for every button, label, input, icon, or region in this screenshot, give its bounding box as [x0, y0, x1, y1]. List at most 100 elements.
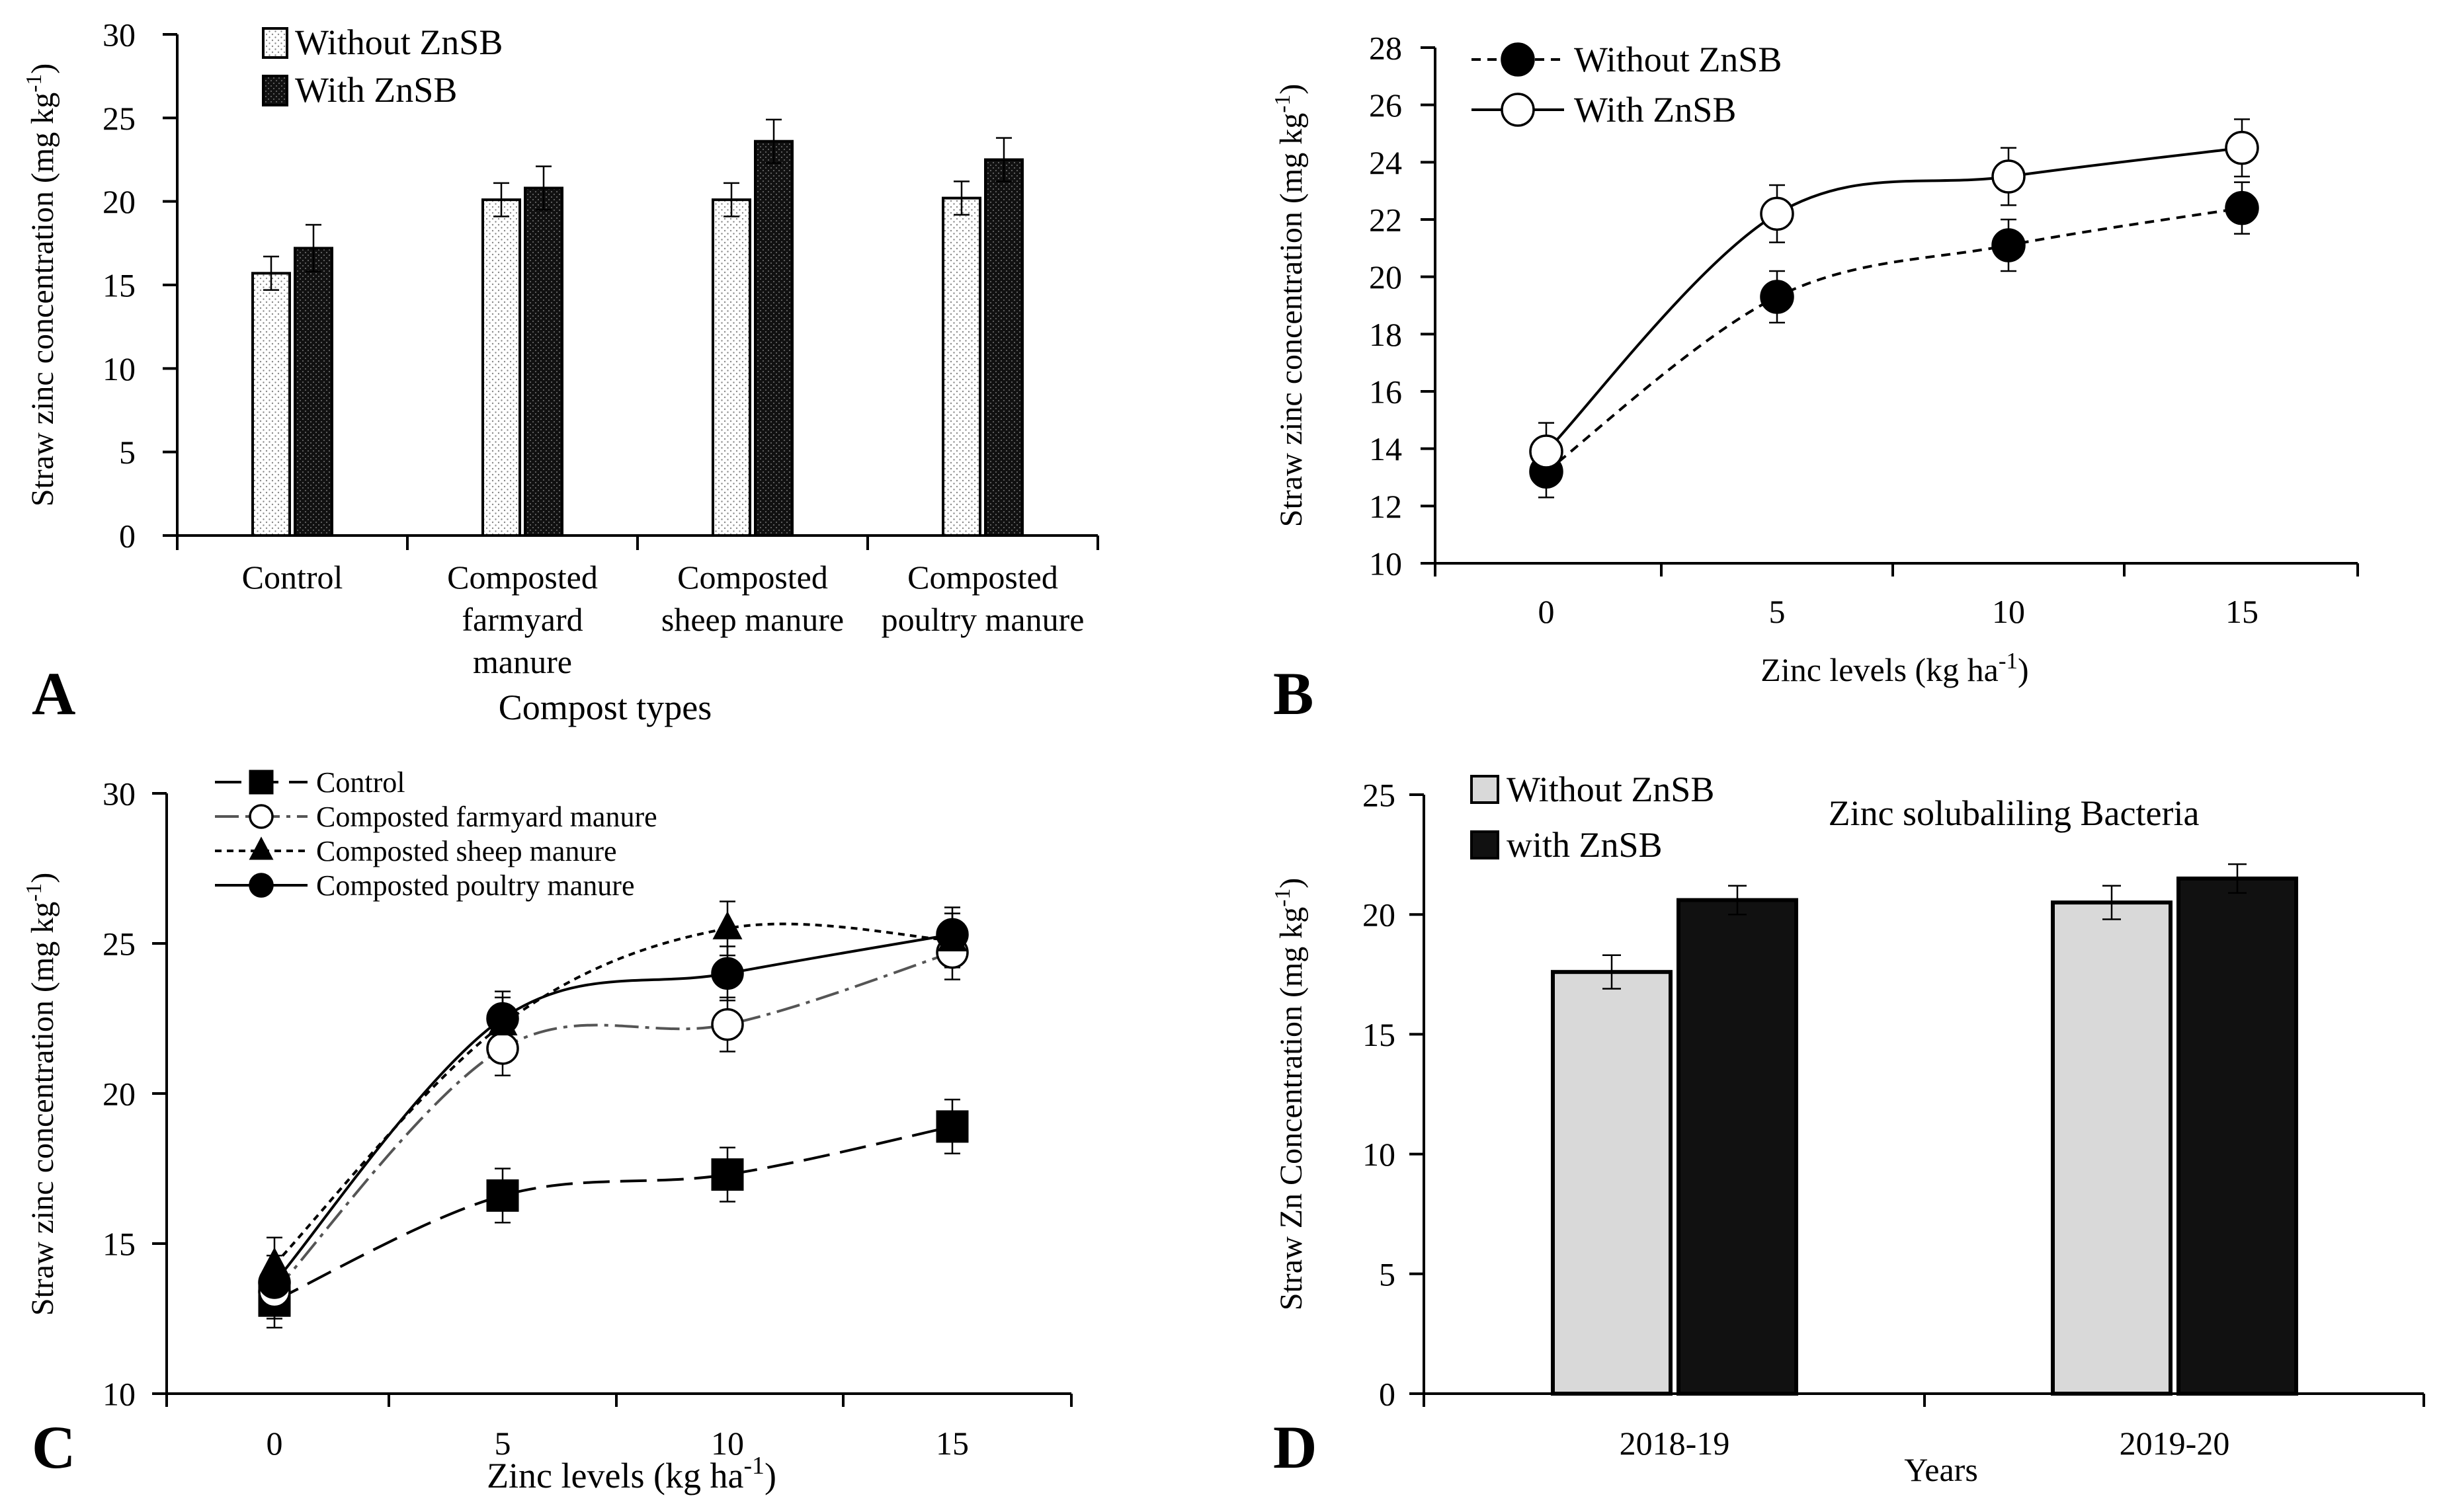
- data-point: [1991, 159, 2026, 194]
- panel-label-b: B: [1273, 660, 1313, 727]
- data-point-control: [711, 1158, 744, 1191]
- x-tick-label: 15: [936, 1425, 969, 1462]
- data-point-sheep-manure: [712, 911, 743, 939]
- bar-without-znsb: [1551, 970, 1673, 1396]
- y-tick-label: 28: [1369, 30, 1402, 67]
- y-tick-label: 0: [119, 518, 136, 555]
- bar-without-znsb: [712, 198, 751, 537]
- panel-c-line-chart: 10 15 20 25 30 0 5 10 15 Zinc levels (kg ha-1) Str…: [22, 766, 1073, 1495]
- y-tick-label: 22: [1369, 202, 1402, 239]
- x-tick-label: 2019-20: [2120, 1425, 2230, 1462]
- bar-with-znsb: [754, 139, 794, 537]
- y-tick-label: 15: [1362, 1016, 1395, 1053]
- data-point-poultry-manure: [258, 1266, 291, 1299]
- legend-swatch-with-znsb: [262, 75, 288, 106]
- bar-without-znsb: [251, 272, 291, 537]
- bar-without-znsb: [942, 196, 981, 537]
- legend-swatch-without-znsb: [262, 27, 288, 59]
- y-tick-label: 20: [1362, 896, 1395, 934]
- legend-marker-farmyard-manure: [249, 804, 274, 829]
- data-point-farmyard-manure: [711, 1008, 744, 1041]
- legend-label: Without ZnSB: [295, 22, 503, 62]
- panel-a-bar-chart: 0 5 10 15 20 25 30 Control Composted farmyard manu…: [22, 17, 1099, 727]
- y-tick-label: 30: [103, 776, 136, 813]
- x-tick-label: poultry manure: [882, 601, 1085, 638]
- y-tick-label: 5: [1379, 1255, 1395, 1293]
- x-tick-label: Composted: [447, 559, 598, 596]
- x-tick-label: 15: [2225, 593, 2258, 630]
- data-point: [2225, 130, 2259, 165]
- data-point-poultry-manure: [711, 957, 744, 990]
- legend-label: Control: [316, 766, 405, 799]
- series-line-with-znsb: [1545, 146, 2243, 453]
- y-tick-label: 10: [1362, 1136, 1395, 1173]
- legend-swatch-without-znsb: [1470, 775, 1499, 804]
- y-tick-label: 18: [1369, 316, 1402, 353]
- legend-marker-control: [249, 770, 274, 795]
- y-tick-label: 5: [119, 434, 136, 471]
- x-tick-label: 0: [267, 1425, 283, 1462]
- panel-d-bar-chart: 0 5 10 15 20 25 2018-19 2019-20 Years Straw Zn Co…: [1270, 770, 2425, 1488]
- bar-with-znsb: [524, 186, 563, 537]
- x-tick-label: 10: [711, 1425, 744, 1462]
- y-tick-label: 25: [103, 100, 136, 137]
- panel-label-d: D: [1273, 1413, 1317, 1481]
- y-tick-label: 26: [1369, 87, 1402, 124]
- x-tick-label: 5: [495, 1425, 511, 1462]
- legend-label: Composted poultry manure: [316, 869, 635, 902]
- legend-label: with ZnSB: [1507, 825, 1663, 865]
- data-point: [1529, 434, 1563, 469]
- y-tick-label: 15: [103, 1226, 136, 1263]
- y-tick-label: 30: [103, 17, 136, 54]
- x-tick-label: sheep manure: [661, 601, 844, 638]
- legend-swatch-with-znsb: [1470, 830, 1499, 859]
- y-tick-label: 20: [1369, 259, 1402, 296]
- x-axis-title: Years: [1904, 1451, 1978, 1488]
- bar-with-znsb: [2176, 876, 2298, 1396]
- y-axis-title: Straw zinc concentration (mg kg-1): [22, 63, 61, 506]
- legend-marker-poultry-manure: [249, 873, 274, 898]
- panel-label-a: A: [32, 660, 75, 727]
- bar-with-znsb: [1677, 898, 1798, 1396]
- x-tick-label: manure: [473, 643, 572, 680]
- x-tick-label: 10: [1992, 593, 2025, 630]
- x-tick-label: 5: [1769, 593, 1786, 630]
- data-point: [1760, 280, 1794, 314]
- y-tick-label: 20: [103, 183, 136, 220]
- legend-label: Composted sheep manure: [316, 835, 617, 867]
- y-tick-label: 16: [1369, 374, 1402, 411]
- panel-label-c: C: [32, 1413, 75, 1481]
- y-tick-label: 14: [1369, 430, 1402, 467]
- data-point-poultry-manure: [936, 918, 969, 951]
- y-tick-label: 24: [1369, 144, 1402, 181]
- y-axis-title: Straw zinc concentration (mg kg-1): [1270, 84, 1309, 527]
- panel-b-line-chart: 10 12 14 16 18 20 22 24 26 28 0 5 10 15 Zinc levels (k…: [1270, 30, 2359, 689]
- bar-without-znsb: [481, 198, 521, 537]
- y-axis-title: Straw zinc concentration (mg kg-1): [22, 873, 61, 1316]
- x-axis-title: Zinc levels (kg ha-1): [1760, 648, 2028, 689]
- legend-label: With ZnSB: [1574, 90, 1736, 130]
- y-tick-label: 12: [1369, 488, 1402, 525]
- y-tick-label: 10: [103, 1376, 136, 1413]
- x-tick-label: Composted: [907, 559, 1058, 596]
- data-point: [1991, 228, 2026, 262]
- x-tick-label: 2018-19: [1620, 1425, 1730, 1462]
- x-axis-title: Compost types: [499, 688, 712, 727]
- x-tick-label: Composted: [677, 559, 828, 596]
- y-axis-title: Straw Zn Concentration (mg kg-1): [1270, 878, 1309, 1311]
- legend-label: Without ZnSB: [1507, 770, 1714, 809]
- y-tick-label: 25: [103, 926, 136, 963]
- y-tick-label: 10: [103, 350, 136, 387]
- x-tick-label: farmyard: [462, 601, 583, 638]
- bar-without-znsb: [2051, 900, 2173, 1396]
- y-tick-label: 25: [1362, 777, 1395, 814]
- y-tick-label: 0: [1379, 1376, 1395, 1413]
- x-tick-label: 0: [1538, 593, 1555, 630]
- series-line-farmyard-manure: [273, 951, 953, 1293]
- y-tick-label: 10: [1369, 545, 1402, 582]
- data-point-control: [936, 1110, 969, 1143]
- series-line-sheep-manure: [273, 922, 953, 1266]
- legend-label: With ZnSB: [295, 70, 457, 110]
- legend-marker: [1501, 42, 1535, 77]
